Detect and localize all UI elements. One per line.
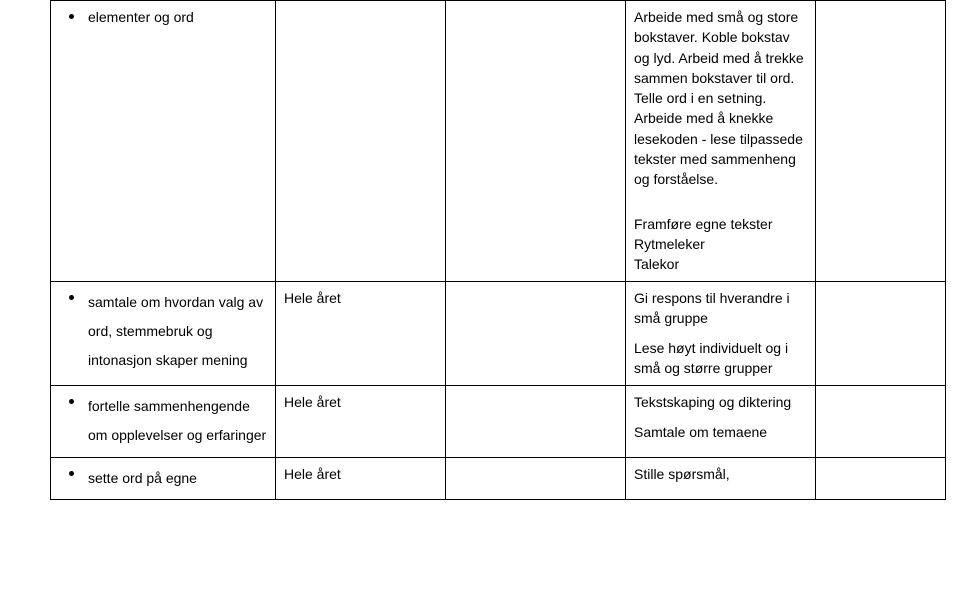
curriculum-table: elementer og ord Arbeide med små og store… [50, 0, 946, 500]
empty-cell [446, 385, 626, 457]
period-cell: Hele året [276, 385, 446, 457]
activities-cell: Stille spørsmål, [626, 457, 816, 499]
table-row: fortelle sammenhengende om opplevelser o… [51, 385, 946, 457]
empty-cell [816, 281, 946, 385]
table-row: elementer og ord Arbeide med små og store… [51, 1, 946, 282]
period-cell [276, 1, 446, 282]
bullet-icon [69, 295, 74, 300]
bullet-text: sette ord på egne [88, 464, 267, 493]
activity-paragraph: Framføre egne tekster Rytmeleker Talekor [634, 214, 807, 275]
bullet-icon [69, 14, 74, 19]
activities-cell: Gi respons til hverandre i små gruppe Les… [626, 281, 816, 385]
activity-paragraph: Stille spørsmål, [634, 464, 807, 484]
activity-paragraph: Arbeide med små og store bokstaver. Kobl… [634, 7, 807, 190]
empty-cell [816, 457, 946, 499]
activity-paragraph: Samtale om temaene [634, 422, 807, 442]
empty-cell [816, 1, 946, 282]
bullet-icon [69, 399, 74, 404]
period-cell: Hele året [276, 281, 446, 385]
activities-cell: Tekstskaping og diktering Samtale om tema… [626, 385, 816, 457]
competence-goal-cell: fortelle sammenhengende om opplevelser o… [51, 385, 276, 457]
bullet-text: elementer og ord [88, 7, 267, 27]
bullet-icon [69, 471, 74, 476]
table-row: samtale om hvordan valg av ord, stemmebr… [51, 281, 946, 385]
empty-cell [816, 385, 946, 457]
bullet-text: samtale om hvordan valg av ord, stemmebr… [88, 288, 267, 376]
activity-paragraph: Lese høyt individuelt og i små og større… [634, 338, 807, 379]
empty-cell [446, 1, 626, 282]
empty-cell [446, 281, 626, 385]
bullet-text: fortelle sammenhengende om opplevelser o… [88, 392, 267, 451]
period-cell: Hele året [276, 457, 446, 499]
table-row: sette ord på egne Hele året Stille spørsmå… [51, 457, 946, 499]
competence-goal-cell: elementer og ord [51, 1, 276, 282]
activities-cell: Arbeide med små og store bokstaver. Kobl… [626, 1, 816, 282]
activity-paragraph: Tekstskaping og diktering [634, 392, 807, 412]
activity-paragraph: Gi respons til hverandre i små gruppe [634, 288, 807, 329]
empty-cell [446, 457, 626, 499]
competence-goal-cell: samtale om hvordan valg av ord, stemmebr… [51, 281, 276, 385]
competence-goal-cell: sette ord på egne [51, 457, 276, 499]
